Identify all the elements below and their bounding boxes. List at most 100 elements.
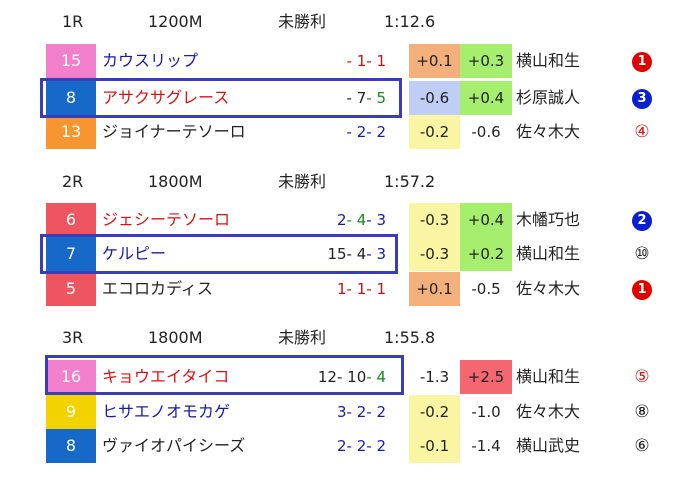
corner-positions: 2- 4- 3 xyxy=(300,203,386,237)
corner-positions: 12- 10- 4 xyxy=(300,360,386,394)
horse-row[interactable]: 9 ヒサエノオモカゲ 3- 2- 2 -0.2 -1.0 佐々木大 ⑧ xyxy=(0,395,698,429)
race-header: 3R 1800M 未勝利 1:55.8 xyxy=(0,326,698,350)
rank-badge: ⑩ xyxy=(634,244,650,264)
horse-number-badge: 9 xyxy=(46,395,96,429)
jockey-name: 佐々木大 xyxy=(516,402,581,421)
corner-positions: - 1- 1 xyxy=(300,44,386,78)
corner-positions: 15- 4- 3 xyxy=(300,237,386,271)
horse-number-badge: 5 xyxy=(46,272,96,306)
corner-position: 1 xyxy=(336,280,347,298)
corner-positions: 1- 1- 1 xyxy=(300,272,386,306)
jockey-name: 横山武史 xyxy=(516,436,581,455)
corner-position: - 5 xyxy=(366,89,386,107)
jockey-name: 横山和生 xyxy=(516,367,581,386)
corner-position: 12 xyxy=(317,368,337,386)
horse-number-badge: 13 xyxy=(46,115,96,149)
time-diff-1: -0.2 xyxy=(409,115,460,149)
time-diff-1: -0.3 xyxy=(409,203,460,237)
horse-row[interactable]: 6 ジェシーテソーロ 2- 4- 3 -0.3 +0.4 木幡巧也 2 xyxy=(0,203,698,237)
finish-rank: 1 xyxy=(625,272,659,306)
corner-position: - 2 xyxy=(346,437,367,455)
rank-badge: ⑥ xyxy=(634,436,650,456)
time-diff-2: +0.4 xyxy=(460,203,512,237)
rank-badge: 3 xyxy=(632,88,652,109)
time-diff-1: -0.2 xyxy=(409,395,460,429)
corner-positions: - 2- 2 xyxy=(300,115,386,149)
horse-row[interactable]: 16 キョウエイタイコ 12- 10- 4 -1.3 +2.5 横山和生 ⑤ xyxy=(0,360,698,394)
corner-positions: - 7- 5 xyxy=(300,81,386,115)
corner-position: 3 xyxy=(336,403,347,421)
finish-rank: 2 xyxy=(625,203,659,237)
horse-row[interactable]: 5 エコロカディス 1- 1- 1 +0.1 -0.5 佐々木大 1 xyxy=(0,272,698,306)
race-time: 1:55.8 xyxy=(384,328,436,347)
race-distance: 1200M xyxy=(148,12,203,31)
horse-name-link[interactable]: エコロカディス xyxy=(102,279,213,298)
rank-badge: 1 xyxy=(632,279,652,300)
time-diff-1: -0.1 xyxy=(409,429,460,463)
horse-name-link[interactable]: アサクサグレース xyxy=(102,88,230,107)
finish-rank: ④ xyxy=(625,115,659,149)
corner-position: - 7 xyxy=(346,89,367,107)
finish-rank: ⑤ xyxy=(625,360,659,394)
time-diff-1: -0.3 xyxy=(409,237,460,271)
horse-number-badge: 6 xyxy=(46,203,96,237)
time-diff-1: -1.3 xyxy=(409,360,460,394)
race-distance: 1800M xyxy=(148,172,203,191)
finish-rank: ⑩ xyxy=(625,237,659,271)
race-class: 未勝利 xyxy=(278,172,327,191)
horse-row[interactable]: 15 カウスリップ - 1- 1 +0.1 +0.3 横山和生 1 xyxy=(0,44,698,78)
corner-position: - 3 xyxy=(366,245,386,263)
horse-number-badge: 15 xyxy=(46,44,96,78)
corner-position: - 1 xyxy=(366,52,386,70)
horse-name-link[interactable]: キョウエイタイコ xyxy=(102,367,230,386)
race-number: 1R xyxy=(62,12,84,31)
time-diff-2: -0.6 xyxy=(460,115,512,149)
horse-row[interactable]: 8 アサクサグレース - 7- 5 -0.6 +0.4 杉原誠人 3 xyxy=(0,81,698,115)
race-number: 2R xyxy=(62,172,84,191)
time-diff-2: +0.3 xyxy=(460,44,512,78)
time-diff-2: -1.4 xyxy=(460,429,512,463)
corner-position: 2 xyxy=(336,211,347,229)
time-diff-2: +0.2 xyxy=(460,237,512,271)
jockey-name: 横山和生 xyxy=(516,244,581,263)
rank-badge: 2 xyxy=(632,210,652,231)
rank-badge: ⑤ xyxy=(634,367,650,387)
horse-number-badge: 8 xyxy=(46,429,96,463)
finish-rank: ⑧ xyxy=(625,395,659,429)
race-number: 3R xyxy=(62,328,84,347)
horse-row[interactable]: 7 ケルピー 15- 4- 3 -0.3 +0.2 横山和生 ⑩ xyxy=(0,237,698,271)
time-diff-2: +0.4 xyxy=(460,81,512,115)
horse-name-link[interactable]: ジェシーテソーロ xyxy=(102,210,231,229)
corner-position: - 1 xyxy=(366,280,386,298)
corner-position: - 4 xyxy=(346,211,367,229)
corner-position: - 2 xyxy=(346,123,367,141)
horse-number-badge: 7 xyxy=(46,237,96,271)
horse-name-link[interactable]: ヒサエノオモカゲ xyxy=(102,402,231,421)
race-time: 1:12.6 xyxy=(384,12,436,31)
finish-rank: 3 xyxy=(625,81,659,115)
corner-position: - 2 xyxy=(366,123,386,141)
time-diff-1: +0.1 xyxy=(409,272,460,306)
corner-positions: 2- 2- 2 xyxy=(300,429,386,463)
time-diff-2: +2.5 xyxy=(460,360,512,394)
rank-badge: ④ xyxy=(634,122,650,142)
finish-rank: 1 xyxy=(625,44,659,78)
horse-name-link[interactable]: ヴァイオパイシーズ xyxy=(102,436,246,455)
horse-number-badge: 8 xyxy=(46,81,96,115)
race-header: 1R 1200M 未勝利 1:12.6 xyxy=(0,10,698,34)
rank-badge: 1 xyxy=(632,51,652,72)
horse-name-link[interactable]: カウスリップ xyxy=(102,51,199,70)
corner-position: - 2 xyxy=(346,403,367,421)
corner-position: - 4 xyxy=(346,245,367,263)
finish-rank: ⑥ xyxy=(625,429,659,463)
horse-name-link[interactable]: ケルピー xyxy=(102,244,167,263)
horse-name-link[interactable]: ジョイナーテソーロ xyxy=(102,122,246,141)
time-diff-2: -1.0 xyxy=(460,395,512,429)
corner-position: - 4 xyxy=(366,368,386,386)
jockey-name: 木幡巧也 xyxy=(516,210,581,229)
rank-badge: ⑧ xyxy=(634,402,650,422)
time-diff-1: -0.6 xyxy=(409,81,460,115)
horse-row[interactable]: 13 ジョイナーテソーロ - 2- 2 -0.2 -0.6 佐々木大 ④ xyxy=(0,115,698,149)
race-distance: 1800M xyxy=(148,328,203,347)
horse-row[interactable]: 8 ヴァイオパイシーズ 2- 2- 2 -0.1 -1.4 横山武史 ⑥ xyxy=(0,429,698,463)
